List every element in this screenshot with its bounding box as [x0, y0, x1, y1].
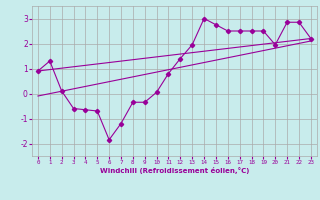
X-axis label: Windchill (Refroidissement éolien,°C): Windchill (Refroidissement éolien,°C)	[100, 167, 249, 174]
